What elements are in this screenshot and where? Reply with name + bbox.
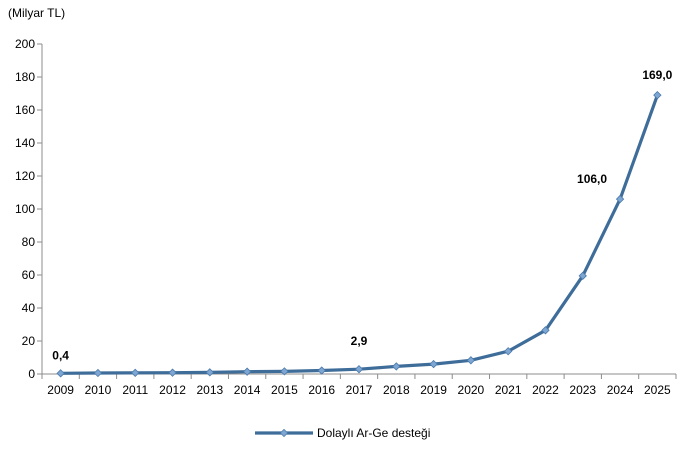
data-label: 0,4 bbox=[52, 348, 69, 362]
data-point bbox=[392, 362, 401, 371]
x-tick-label: 2017 bbox=[346, 383, 373, 397]
x-tick-label: 2010 bbox=[85, 383, 112, 397]
series-line bbox=[60, 94, 659, 375]
y-tick-label: 40 bbox=[22, 301, 36, 315]
x-tick-label: 2009 bbox=[47, 383, 74, 397]
data-point bbox=[429, 359, 438, 369]
x-tick-label: 2024 bbox=[607, 383, 634, 397]
x-tick-label: 2025 bbox=[644, 383, 671, 397]
x-tick-label: 2013 bbox=[196, 383, 223, 397]
x-tick-label: 2018 bbox=[383, 383, 410, 397]
y-tick-label: 20 bbox=[22, 334, 36, 348]
legend: Dolaylı Ar-Ge desteği bbox=[255, 426, 430, 440]
unit-label: (Milyar TL) bbox=[8, 6, 65, 20]
data-labels: 0,4 2,9 106,0 169,0 bbox=[52, 68, 672, 362]
x-tick-label: 2020 bbox=[458, 383, 485, 397]
x-tick-label: 2019 bbox=[420, 383, 447, 397]
data-point bbox=[541, 326, 550, 335]
data-point bbox=[93, 368, 103, 378]
x-tick-label: 2022 bbox=[532, 383, 559, 397]
data-point bbox=[242, 367, 252, 376]
data-point bbox=[317, 366, 326, 375]
data-point bbox=[578, 271, 587, 280]
y-tick-label: 160 bbox=[15, 103, 35, 117]
data-point bbox=[615, 194, 625, 204]
data-point bbox=[131, 368, 140, 378]
x-tick-label: 2015 bbox=[271, 383, 298, 397]
data-point bbox=[56, 369, 65, 378]
legend-label: Dolaylı Ar-Ge desteği bbox=[317, 426, 430, 440]
y-axis: 0 20 40 60 80 100 120 140 160 180 200 bbox=[15, 37, 43, 381]
data-point bbox=[280, 367, 289, 376]
y-tick-label: 180 bbox=[15, 70, 35, 84]
x-tick-label: 2021 bbox=[495, 383, 522, 397]
y-tick-label: 0 bbox=[28, 367, 35, 381]
x-axis: 2009 2010 2011 2012 2013 2014 2015 2016 2017 2018… bbox=[41, 373, 677, 397]
data-label: 169,0 bbox=[642, 68, 672, 82]
x-tick-label: 2014 bbox=[234, 383, 261, 397]
y-tick-label: 100 bbox=[15, 202, 35, 216]
x-tick-label: 2011 bbox=[122, 383, 148, 397]
data-label: 106,0 bbox=[577, 172, 607, 186]
x-tick-label: 2012 bbox=[159, 383, 186, 397]
y-tick-label: 80 bbox=[22, 235, 36, 249]
x-tick-label: 2016 bbox=[308, 383, 335, 397]
data-point bbox=[168, 368, 177, 377]
data-point bbox=[466, 356, 476, 365]
legend-marker bbox=[279, 428, 289, 438]
y-tick-label: 200 bbox=[15, 37, 35, 51]
data-label: 2,9 bbox=[351, 334, 368, 348]
x-tick-label: 2023 bbox=[569, 383, 596, 397]
data-point bbox=[354, 365, 364, 374]
data-point bbox=[504, 347, 513, 356]
series-layer bbox=[56, 90, 662, 378]
y-tick-label: 60 bbox=[22, 268, 36, 282]
data-point bbox=[653, 90, 662, 100]
y-tick-label: 140 bbox=[15, 136, 35, 150]
data-point bbox=[205, 368, 214, 377]
y-tick-label: 120 bbox=[15, 169, 35, 183]
